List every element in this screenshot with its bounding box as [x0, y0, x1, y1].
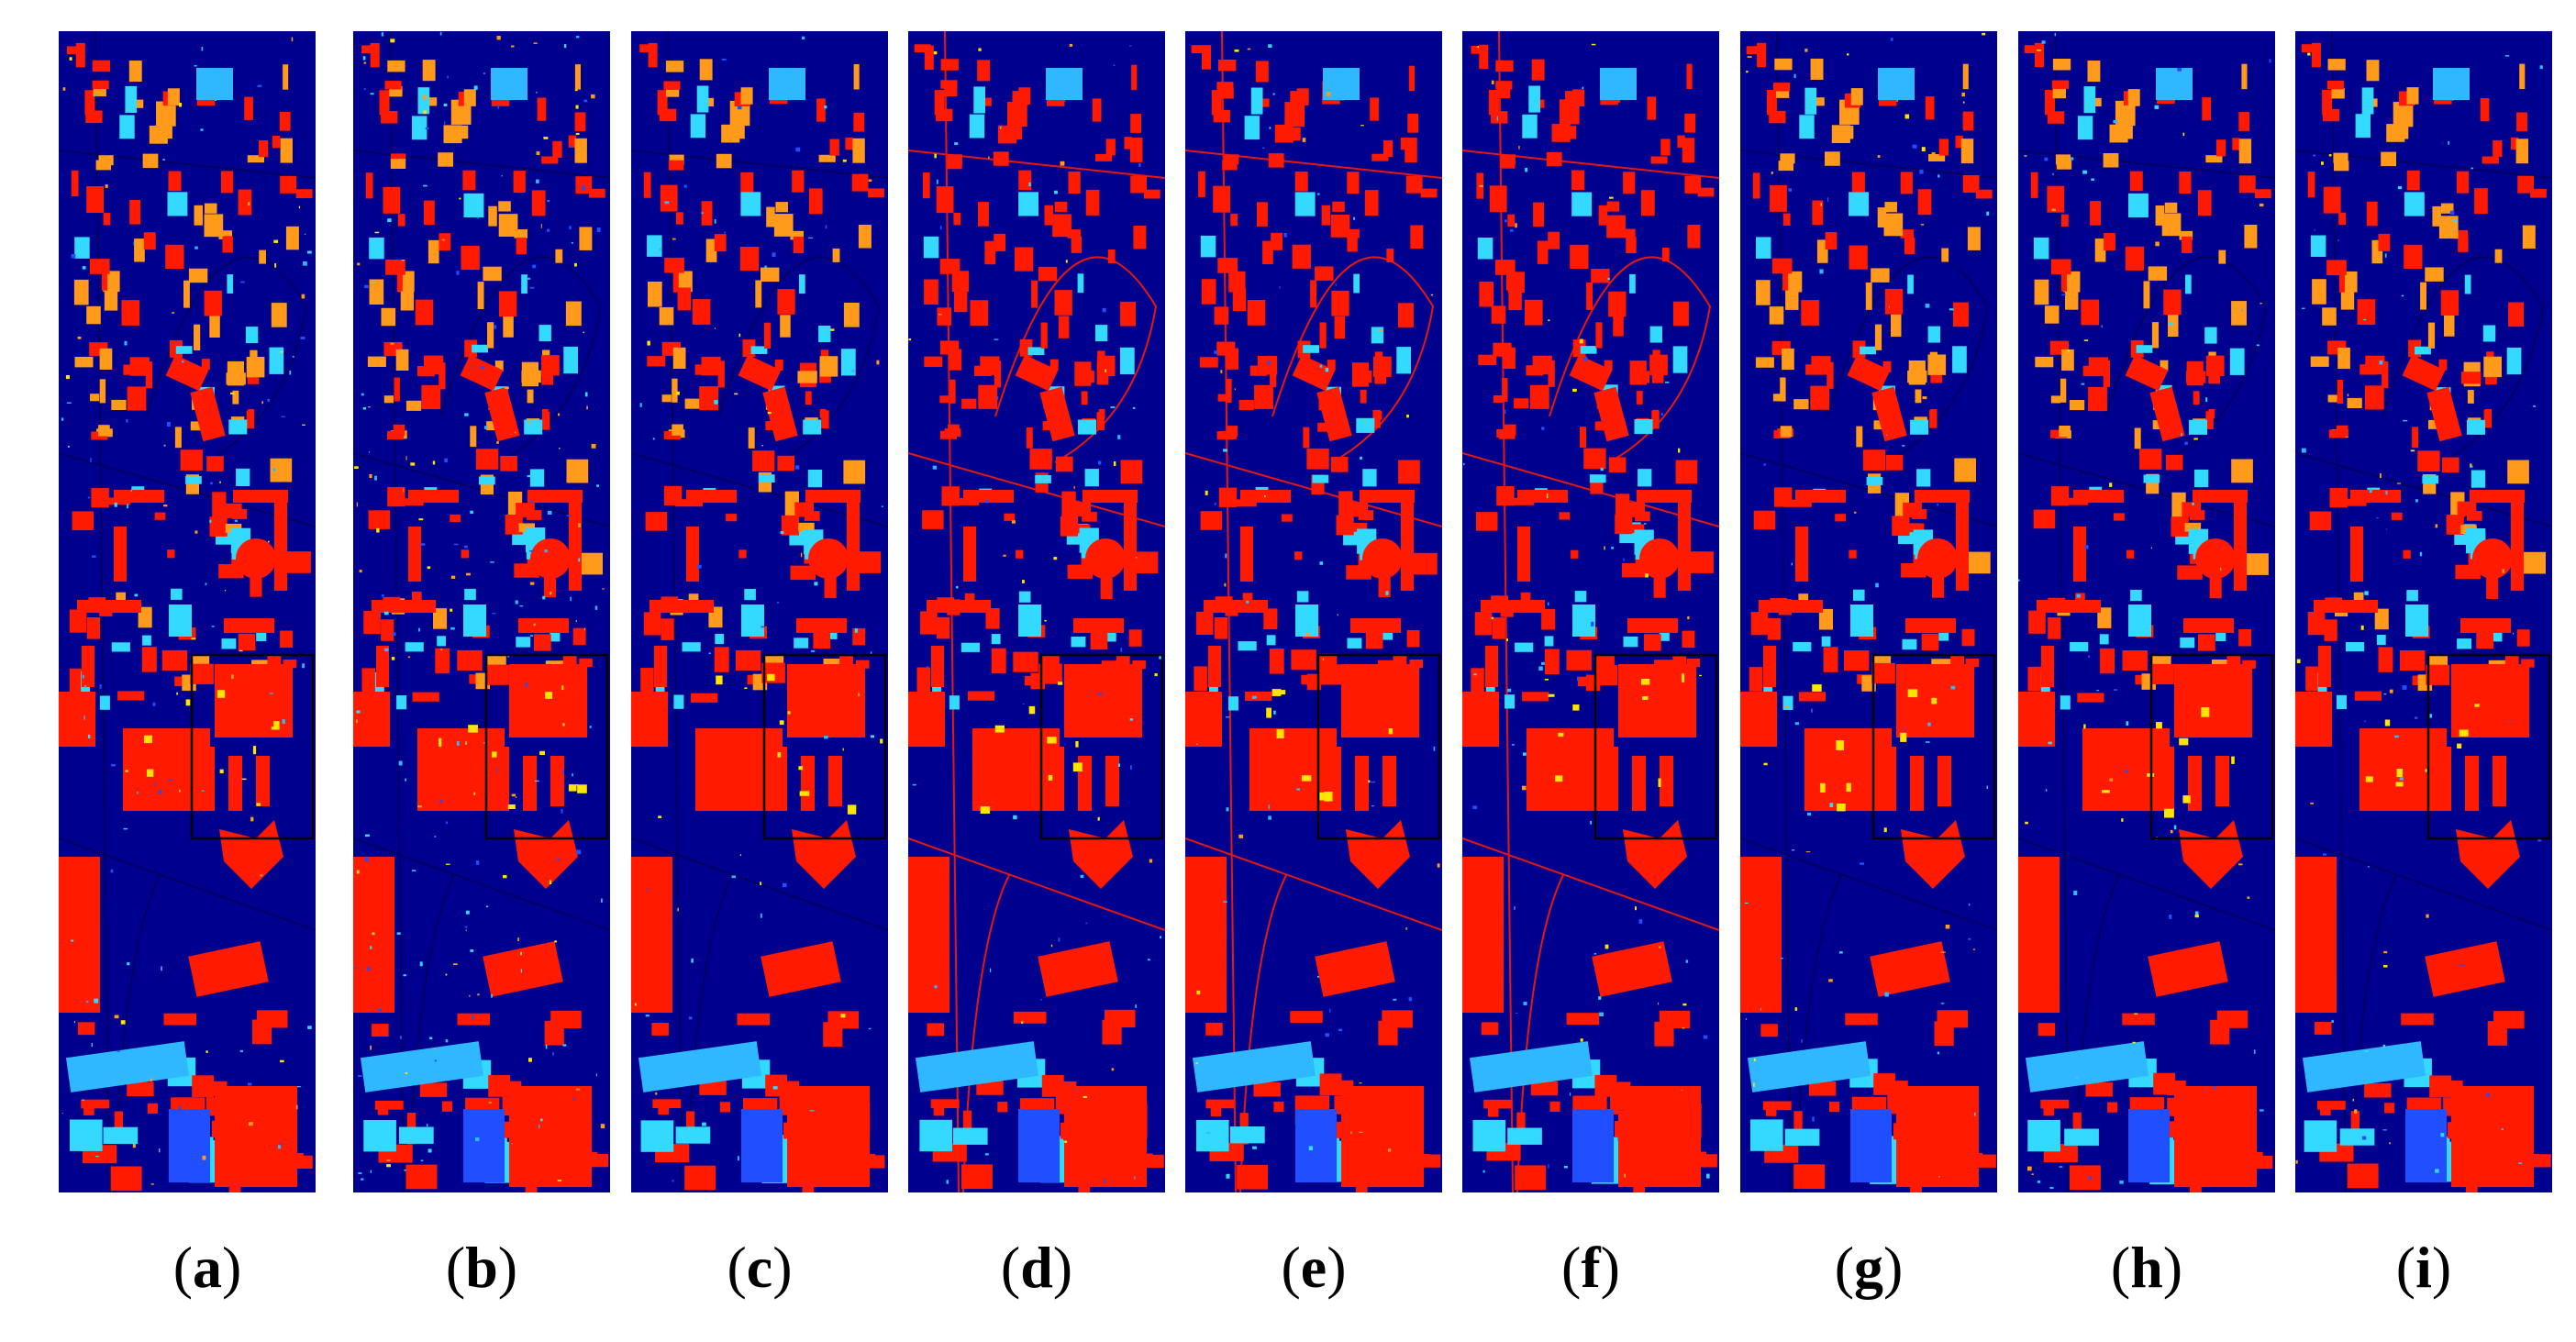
panel-caption-h: (h)	[2110, 1235, 2183, 1300]
panel-label: i	[2415, 1235, 2432, 1300]
classification-map-g	[1740, 31, 1997, 1192]
panel-label: c	[746, 1235, 773, 1300]
panel-caption-e: (e)	[1281, 1235, 1347, 1300]
highlight-box-f	[1593, 653, 1718, 840]
panel-caption-g: (g)	[1834, 1235, 1904, 1300]
panel-label: d	[1020, 1235, 1053, 1300]
map-image-i	[2295, 31, 2552, 1192]
highlight-box-i	[2426, 653, 2551, 840]
panel-caption-f: (f)	[1561, 1235, 1620, 1300]
classification-map-d	[908, 31, 1165, 1192]
map-image-b	[353, 31, 610, 1192]
panel-caption-c: (c)	[727, 1235, 793, 1300]
classification-map-e	[1185, 31, 1442, 1192]
panel-label: b	[465, 1235, 498, 1300]
classification-map-b	[353, 31, 610, 1192]
map-image-c	[631, 31, 888, 1192]
panel-caption-i: (i)	[2395, 1235, 2452, 1300]
highlight-box-c	[762, 653, 887, 840]
panel-caption-b: (b)	[445, 1235, 518, 1300]
panel-caption-a: (a)	[172, 1235, 242, 1300]
map-image-e	[1185, 31, 1442, 1192]
map-image-d	[908, 31, 1165, 1192]
highlight-box-d	[1039, 653, 1164, 840]
map-image-a	[59, 31, 316, 1192]
highlight-box-a	[190, 653, 315, 840]
map-image-h	[2018, 31, 2275, 1192]
classification-map-f	[1462, 31, 1719, 1192]
highlight-box-b	[484, 653, 609, 840]
highlight-box-e	[1316, 653, 1441, 840]
panel-label: h	[2130, 1235, 2163, 1300]
classification-map-a	[59, 31, 316, 1192]
classification-map-c	[631, 31, 888, 1192]
panel-label: f	[1581, 1235, 1601, 1300]
panel-caption-d: (d)	[1000, 1235, 1073, 1300]
highlight-box-g	[1871, 653, 1996, 840]
panel-label: g	[1854, 1235, 1883, 1300]
panel-label: a	[193, 1235, 222, 1300]
map-image-f	[1462, 31, 1719, 1192]
map-image-g	[1740, 31, 1997, 1192]
classification-map-h	[2018, 31, 2275, 1192]
classification-map-i	[2295, 31, 2552, 1192]
highlight-box-h	[2149, 653, 2274, 840]
panel-label: e	[1300, 1235, 1327, 1300]
